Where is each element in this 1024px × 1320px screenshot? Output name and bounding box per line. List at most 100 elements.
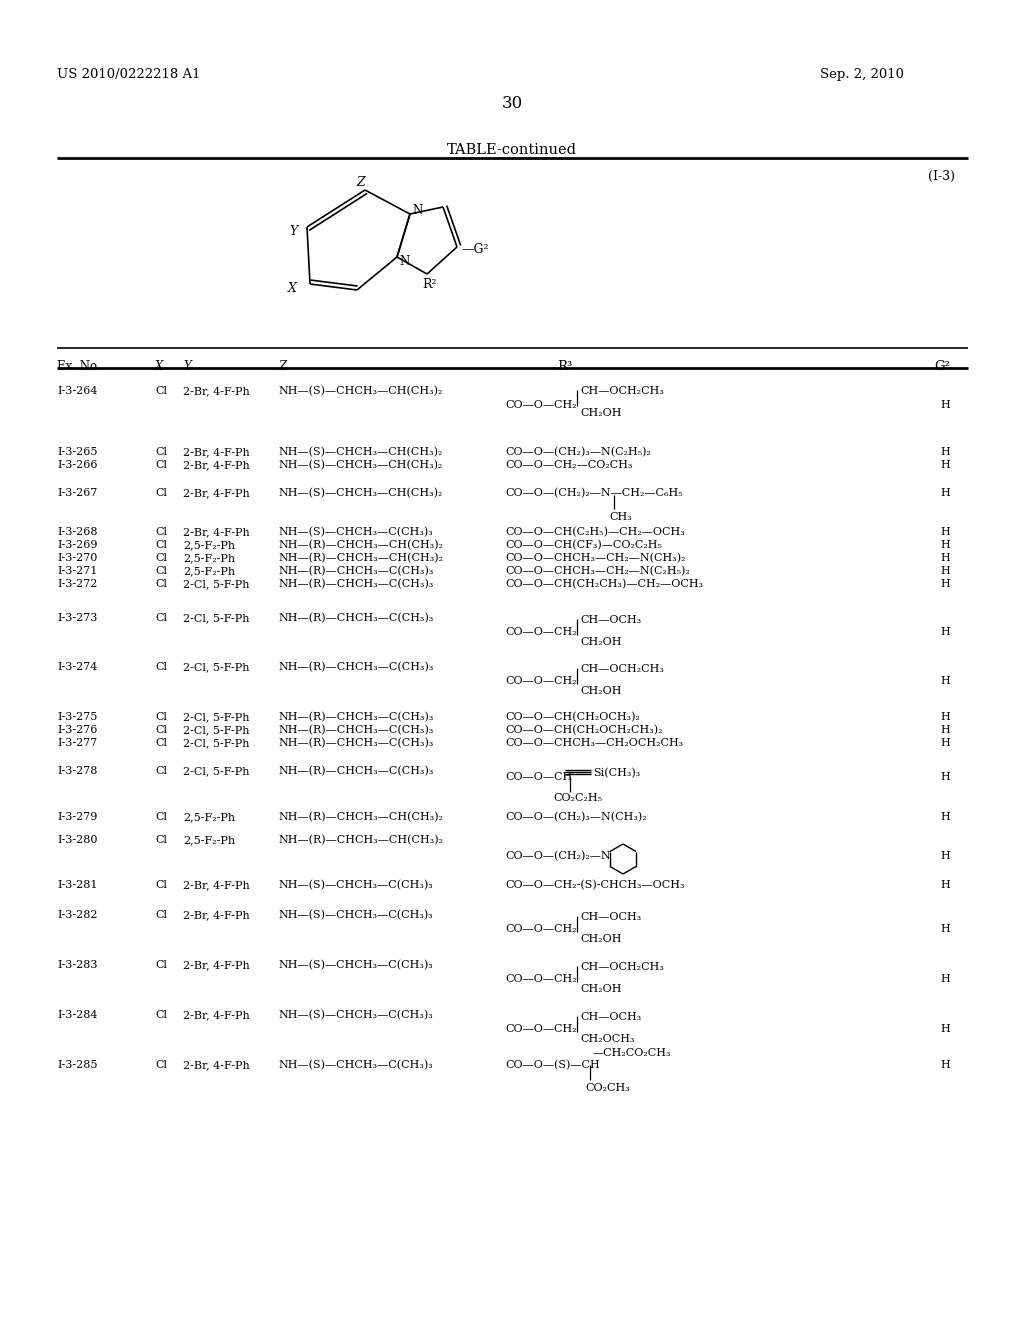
Text: H: H bbox=[940, 738, 950, 748]
Text: CO—O—CH(CF₃)—CO₂C₂H₅: CO—O—CH(CF₃)—CO₂C₂H₅ bbox=[505, 540, 662, 550]
Text: H: H bbox=[940, 924, 950, 935]
Text: Cl: Cl bbox=[155, 880, 167, 890]
Text: I-3-275: I-3-275 bbox=[57, 711, 97, 722]
Text: CH₂OH: CH₂OH bbox=[580, 408, 622, 418]
Text: I-3-272: I-3-272 bbox=[57, 579, 97, 589]
Text: NH—(R)—CHCH₃—CH(CH₃)₂: NH—(R)—CHCH₃—CH(CH₃)₂ bbox=[278, 812, 443, 822]
Text: Cl: Cl bbox=[155, 725, 167, 735]
Text: CH—OCH₃: CH—OCH₃ bbox=[580, 615, 641, 624]
Text: 2,5-F₂-Ph: 2,5-F₂-Ph bbox=[183, 836, 236, 845]
Text: CO—O—CH₂: CO—O—CH₂ bbox=[505, 627, 577, 638]
Text: 2-Br, 4-F-Ph: 2-Br, 4-F-Ph bbox=[183, 909, 250, 920]
Text: CO—O—CHCH₃—CH₂OCH₂CH₃: CO—O—CHCH₃—CH₂OCH₂CH₃ bbox=[505, 738, 683, 748]
Text: H: H bbox=[940, 540, 950, 550]
Text: CO—O—(CH₂)₂—N—CH₂—C₆H₅: CO—O—(CH₂)₂—N—CH₂—C₆H₅ bbox=[505, 488, 683, 499]
Text: NH—(S)—CHCH₃—C(CH₃)₃: NH—(S)—CHCH₃—C(CH₃)₃ bbox=[278, 960, 433, 970]
Text: H: H bbox=[940, 527, 950, 537]
Text: NH—(S)—CHCH₃—CH(CH₃)₂: NH—(S)—CHCH₃—CH(CH₃)₂ bbox=[278, 385, 442, 396]
Text: Cl: Cl bbox=[155, 960, 167, 970]
Text: H: H bbox=[940, 579, 950, 589]
Text: I-3-273: I-3-273 bbox=[57, 612, 97, 623]
Text: NH—(R)—CHCH₃—CH(CH₃)₂: NH—(R)—CHCH₃—CH(CH₃)₂ bbox=[278, 553, 443, 564]
Text: CH₂OH: CH₂OH bbox=[580, 983, 622, 994]
Text: H: H bbox=[940, 400, 950, 411]
Text: CO—O—CH₂: CO—O—CH₂ bbox=[505, 676, 577, 686]
Text: CO—O—CH(CH₂CH₃)—CH₂—OCH₃: CO—O—CH(CH₂CH₃)—CH₂—OCH₃ bbox=[505, 579, 703, 589]
Text: H: H bbox=[940, 1024, 950, 1034]
Text: I-3-271: I-3-271 bbox=[57, 566, 97, 576]
Text: Cl: Cl bbox=[155, 812, 167, 822]
Text: Cl: Cl bbox=[155, 766, 167, 776]
Text: I-3-278: I-3-278 bbox=[57, 766, 97, 776]
Text: CH—OCH₃: CH—OCH₃ bbox=[580, 912, 641, 921]
Text: 2-Cl, 5-F-Ph: 2-Cl, 5-F-Ph bbox=[183, 711, 250, 722]
Text: 2-Cl, 5-F-Ph: 2-Cl, 5-F-Ph bbox=[183, 738, 250, 748]
Text: I-3-283: I-3-283 bbox=[57, 960, 97, 970]
Text: NH—(R)—CHCH₃—C(CH₃)₃: NH—(R)—CHCH₃—C(CH₃)₃ bbox=[278, 725, 433, 735]
Text: CO—O—(CH₂)₃—N(CH₃)₂: CO—O—(CH₂)₃—N(CH₃)₂ bbox=[505, 812, 646, 822]
Text: NH—(R)—CHCH₃—CH(CH₃)₂: NH—(R)—CHCH₃—CH(CH₃)₂ bbox=[278, 540, 443, 550]
Text: Cl: Cl bbox=[155, 488, 167, 498]
Text: I-3-276: I-3-276 bbox=[57, 725, 97, 735]
Text: 2-Br, 4-F-Ph: 2-Br, 4-F-Ph bbox=[183, 880, 250, 890]
Text: Cl: Cl bbox=[155, 579, 167, 589]
Text: Cl: Cl bbox=[155, 459, 167, 470]
Text: CH₂OH: CH₂OH bbox=[580, 686, 622, 696]
Text: CO—O—CH(CH₂OCH₂CH₃)₂: CO—O—CH(CH₂OCH₂CH₃)₂ bbox=[505, 725, 663, 735]
Text: CO—O—CH₂: CO—O—CH₂ bbox=[505, 924, 577, 935]
Text: G²: G² bbox=[934, 360, 950, 374]
Text: H: H bbox=[940, 725, 950, 735]
Text: H: H bbox=[940, 627, 950, 638]
Text: NH—(R)—CHCH₃—C(CH₃)₃: NH—(R)—CHCH₃—C(CH₃)₃ bbox=[278, 663, 433, 672]
Text: NH—(R)—CHCH₃—C(CH₃)₃: NH—(R)—CHCH₃—C(CH₃)₃ bbox=[278, 766, 433, 776]
Text: NH—(S)—CHCH₃—C(CH₃)₃: NH—(S)—CHCH₃—C(CH₃)₃ bbox=[278, 527, 433, 537]
Text: H: H bbox=[940, 459, 950, 470]
Text: I-3-264: I-3-264 bbox=[57, 385, 97, 396]
Text: —G²: —G² bbox=[461, 243, 488, 256]
Text: H: H bbox=[940, 880, 950, 890]
Text: I-3-267: I-3-267 bbox=[57, 488, 97, 498]
Text: NH—(S)—CHCH₃—CH(CH₃)₂: NH—(S)—CHCH₃—CH(CH₃)₂ bbox=[278, 459, 442, 470]
Text: H: H bbox=[940, 447, 950, 457]
Text: I-3-284: I-3-284 bbox=[57, 1010, 97, 1020]
Text: US 2010/0222218 A1: US 2010/0222218 A1 bbox=[57, 69, 201, 81]
Text: I-3-274: I-3-274 bbox=[57, 663, 97, 672]
Text: (I-3): (I-3) bbox=[928, 170, 955, 183]
Text: I-3-270: I-3-270 bbox=[57, 553, 97, 564]
Text: 2-Cl, 5-F-Ph: 2-Cl, 5-F-Ph bbox=[183, 725, 250, 735]
Text: CO—O—CH₂: CO—O—CH₂ bbox=[505, 974, 577, 983]
Text: CO—O—(S)—CH: CO—O—(S)—CH bbox=[505, 1060, 600, 1071]
Text: NH—(S)—CHCH₃—CH(CH₃)₂: NH—(S)—CHCH₃—CH(CH₃)₂ bbox=[278, 488, 442, 499]
Text: H: H bbox=[940, 566, 950, 576]
Text: CO—O—CH₂: CO—O—CH₂ bbox=[505, 400, 577, 411]
Text: Cl: Cl bbox=[155, 836, 167, 845]
Text: Cl: Cl bbox=[155, 447, 167, 457]
Text: NH—(R)—CHCH₃—C(CH₃)₃: NH—(R)—CHCH₃—C(CH₃)₃ bbox=[278, 738, 433, 748]
Text: H: H bbox=[940, 711, 950, 722]
Text: 2-Cl, 5-F-Ph: 2-Cl, 5-F-Ph bbox=[183, 766, 250, 776]
Text: 30: 30 bbox=[502, 95, 522, 112]
Text: CO₂C₂H₅: CO₂C₂H₅ bbox=[553, 793, 602, 803]
Text: I-3-280: I-3-280 bbox=[57, 836, 97, 845]
Text: Cl: Cl bbox=[155, 711, 167, 722]
Text: I-3-268: I-3-268 bbox=[57, 527, 97, 537]
Text: CH₂OH: CH₂OH bbox=[580, 935, 622, 944]
Text: CO—O—CHCH₃—CH₂—N(C₂H₅)₂: CO—O—CHCH₃—CH₂—N(C₂H₅)₂ bbox=[505, 566, 690, 577]
Text: Cl: Cl bbox=[155, 553, 167, 564]
Text: CO—O—(CH₂)₂—N: CO—O—(CH₂)₂—N bbox=[505, 851, 610, 862]
Text: Z: Z bbox=[278, 360, 286, 374]
Text: 2-Br, 4-F-Ph: 2-Br, 4-F-Ph bbox=[183, 960, 250, 970]
Text: I-3-281: I-3-281 bbox=[57, 880, 97, 890]
Text: 2-Br, 4-F-Ph: 2-Br, 4-F-Ph bbox=[183, 527, 250, 537]
Text: CO—O—CH: CO—O—CH bbox=[505, 772, 572, 781]
Text: Cl: Cl bbox=[155, 663, 167, 672]
Text: R³: R³ bbox=[557, 360, 572, 374]
Text: CH₂OCH₃: CH₂OCH₃ bbox=[580, 1034, 635, 1044]
Text: I-3-269: I-3-269 bbox=[57, 540, 97, 550]
Text: CO₂CH₃: CO₂CH₃ bbox=[585, 1082, 630, 1093]
Text: CH₂OH: CH₂OH bbox=[580, 638, 622, 647]
Text: N: N bbox=[412, 205, 422, 216]
Text: H: H bbox=[940, 974, 950, 983]
Text: 2-Br, 4-F-Ph: 2-Br, 4-F-Ph bbox=[183, 385, 250, 396]
Text: NH—(S)—CHCH₃—C(CH₃)₃: NH—(S)—CHCH₃—C(CH₃)₃ bbox=[278, 1010, 433, 1020]
